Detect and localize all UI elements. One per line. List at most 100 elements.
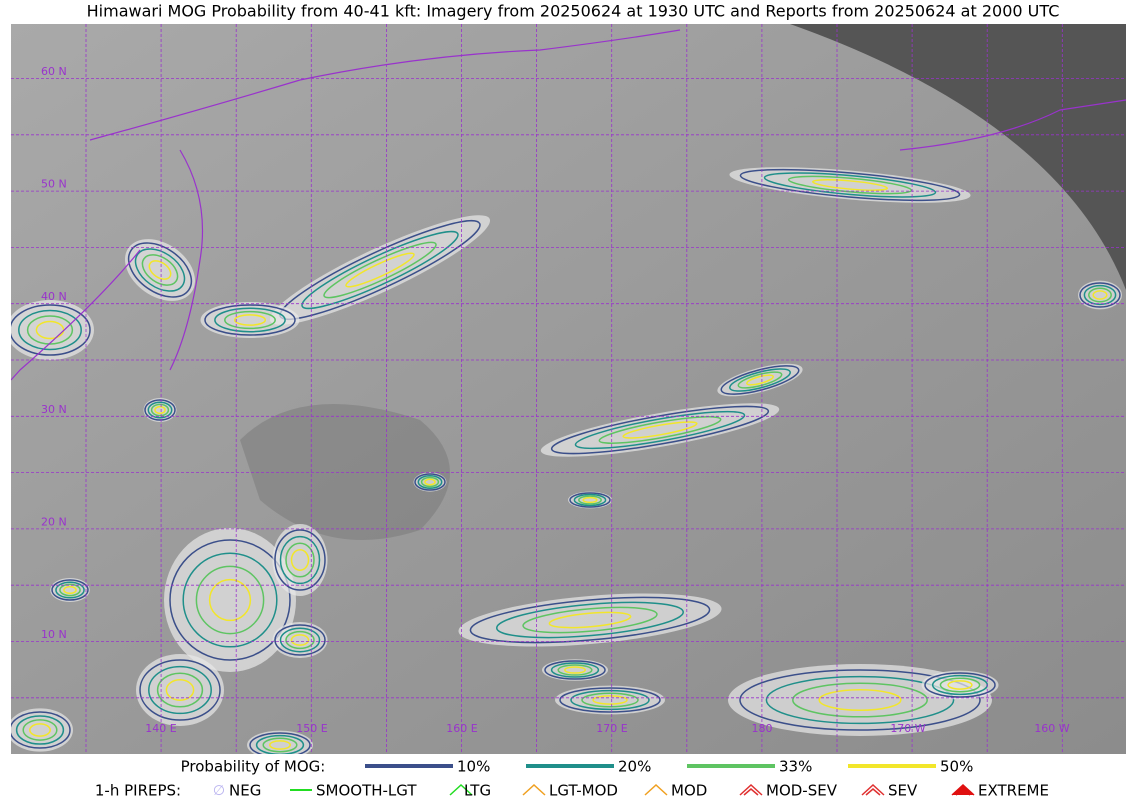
mog-contour	[737, 371, 783, 389]
mog-contour	[279, 535, 321, 585]
mog-contour	[59, 583, 81, 597]
mog-contour	[148, 665, 212, 715]
lat-label: 20 N	[41, 515, 67, 528]
lat-label: 10 N	[41, 628, 67, 641]
lon-label: 180	[752, 722, 773, 735]
mog-contour	[182, 552, 278, 648]
legend-title: Probability of MOG:	[181, 758, 326, 776]
cloud	[247, 730, 313, 754]
mog-contour	[581, 692, 639, 708]
mog-contour	[548, 611, 632, 629]
mog-contour	[578, 495, 602, 505]
mog-contour	[598, 416, 722, 444]
mog-contour	[55, 581, 85, 599]
lon-label: 160 W	[1034, 722, 1069, 735]
lat-label: 60 N	[41, 65, 67, 78]
mog-contour	[557, 664, 593, 676]
mog-contour	[582, 496, 598, 504]
legend: Probability of MOG: 10% 20% 33% 50% 1-h PIREP…	[95, 758, 1049, 800]
mog-contour	[147, 401, 173, 419]
pirep-symbol	[644, 783, 668, 796]
title: Himawari MOG Probability from 40-41 kft:…	[87, 2, 1060, 21]
legend-label: NEG	[229, 782, 261, 800]
coastline	[169, 149, 204, 371]
mog-contour	[811, 179, 889, 191]
mog-contour	[739, 168, 961, 202]
mog-contour	[274, 624, 326, 656]
legend-label: LGT-MOD	[549, 782, 618, 800]
no-data	[790, 24, 1126, 290]
mog-contour	[169, 539, 291, 661]
mog-contour	[550, 662, 600, 678]
mog-contour	[622, 421, 698, 439]
mog-contour	[1088, 287, 1112, 303]
mog-contour	[255, 734, 305, 754]
coastline	[89, 29, 681, 141]
mog-contour	[729, 368, 791, 392]
mog-contour	[18, 309, 82, 351]
mog-contour	[274, 529, 326, 591]
legend-label: SMOOTH-LGT	[316, 782, 417, 800]
legend-title: 1-h PIREPS:	[95, 782, 181, 800]
mog-contour	[469, 596, 711, 644]
mog-contour	[746, 374, 774, 386]
lat-label: 50 N	[41, 178, 67, 191]
legend-label: 50%	[940, 758, 973, 776]
mog-contour	[720, 365, 800, 395]
mog-contour	[165, 679, 195, 701]
mog-contour	[544, 660, 606, 680]
cloud	[717, 363, 803, 397]
mog-contour	[15, 715, 65, 745]
mog-contour	[290, 634, 310, 646]
mog-contour	[818, 689, 902, 711]
map: 60 N 50 N 40 N 30 N 20 N 10 N 140 E 150 E 160 E 1…	[11, 24, 1126, 754]
mog-contour	[792, 682, 928, 718]
mog-contour	[29, 723, 51, 737]
mog-contour	[11, 304, 91, 356]
mog-contour	[285, 542, 315, 578]
mog-contour	[150, 403, 170, 417]
pirep-symbol	[449, 783, 473, 796]
mog-contour	[224, 310, 276, 330]
pirep-symbol	[861, 783, 885, 796]
legend-label: MOD	[671, 782, 707, 800]
legend-label: 20%	[618, 758, 651, 776]
mog-contour	[569, 492, 611, 508]
mog-contour	[285, 630, 315, 650]
mog-contour	[233, 314, 267, 326]
mog-contour	[26, 315, 74, 345]
mog-contour	[279, 627, 321, 653]
lat-label: 40 N	[41, 290, 67, 303]
legend-label: 10%	[457, 758, 490, 776]
mog-contour	[204, 304, 296, 336]
mog-contour	[564, 666, 586, 674]
lon-label: 170 E	[596, 722, 627, 735]
mog-contour	[51, 579, 89, 601]
mog-contour	[947, 680, 973, 690]
cloud	[164, 528, 296, 672]
legend-label: SEV	[888, 782, 918, 800]
mog-contour	[495, 601, 685, 639]
mog-contour	[939, 677, 981, 693]
mog-contour	[574, 410, 746, 450]
mog-contour	[22, 719, 58, 741]
pirep-symbol	[522, 783, 546, 796]
lon-label: 150 E	[296, 722, 327, 735]
mog-contour	[139, 659, 221, 721]
lon-label: 160 E	[446, 722, 477, 735]
legend-label: MOD-SEV	[766, 782, 838, 800]
mog-contour	[214, 307, 286, 333]
mog-contour	[739, 669, 981, 731]
mog-contour	[148, 260, 172, 280]
lat-label: 30 N	[41, 403, 67, 416]
dry-slot	[240, 404, 450, 540]
coastline	[899, 99, 1126, 151]
mog-contour	[134, 248, 186, 292]
legend-label: 33%	[779, 758, 812, 776]
mog-contour	[424, 478, 436, 486]
mog-contour	[417, 475, 443, 489]
legend-label: EXTREME	[978, 782, 1049, 800]
mog-contour	[592, 695, 628, 705]
mog-contour	[195, 565, 265, 635]
mog-contour	[127, 242, 193, 298]
